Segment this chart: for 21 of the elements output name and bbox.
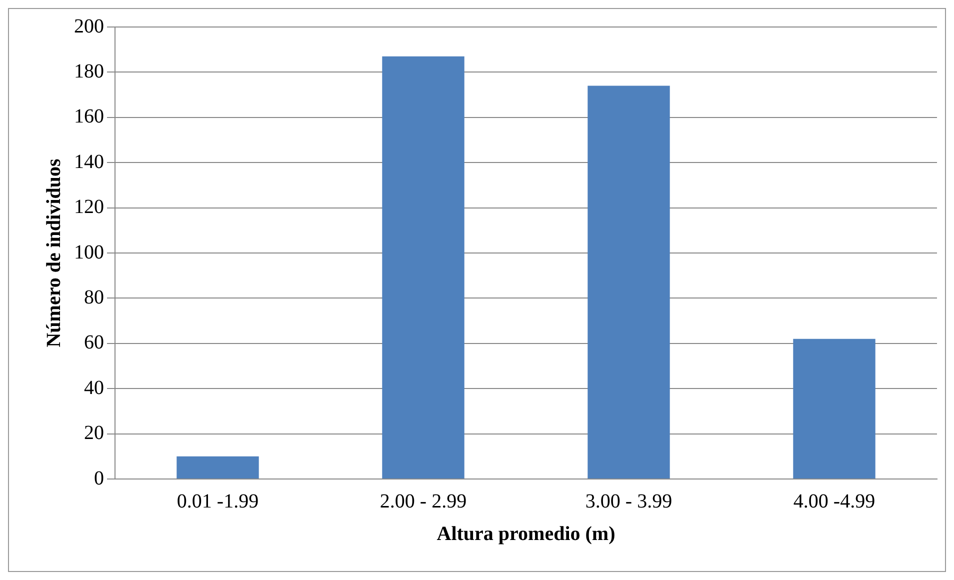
y-tick-label: 180 [74, 60, 104, 82]
y-tick-label: 80 [84, 286, 104, 308]
bar [176, 456, 259, 478]
y-tick-label: 140 [74, 150, 104, 173]
y-tick-label: 160 [74, 106, 104, 128]
y-tick-label: 40 [84, 376, 104, 399]
x-tick-label: 2.00 - 2.99 [380, 490, 467, 512]
y-tick-label: 100 [74, 241, 104, 264]
y-tick-label: 60 [84, 332, 104, 354]
y-tick-label: 200 [74, 15, 104, 38]
y-tick-label: 20 [84, 422, 104, 444]
x-tick-label: 3.00 - 3.99 [585, 490, 672, 512]
x-tick-label: 0.01 -1.99 [176, 490, 259, 512]
bar [793, 338, 876, 478]
y-axis-title: Número de individuos [43, 158, 66, 348]
bar [382, 56, 464, 478]
x-axis-title: Altura promedio (m) [436, 523, 616, 546]
y-tick-label: 0 [94, 467, 104, 490]
x-tick-label: 4.00 -4.99 [793, 490, 876, 512]
bar [588, 86, 670, 478]
y-tick-label: 120 [74, 196, 104, 218]
